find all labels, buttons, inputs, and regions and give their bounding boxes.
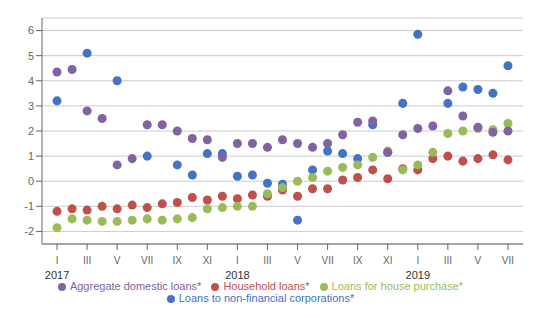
svg-text:2: 2 xyxy=(28,125,34,137)
svg-text:5: 5 xyxy=(28,50,34,62)
html-text:Loans to non-financial corpora: Loans to non-financial corporations* xyxy=(178,292,355,304)
svg-text:IX: IX xyxy=(353,255,363,266)
svg-text:VII: VII xyxy=(502,255,514,266)
svg-text:2018: 2018 xyxy=(225,269,249,281)
svg-text:VII: VII xyxy=(141,255,153,266)
svg-text:VII: VII xyxy=(321,255,333,266)
svg-text:4: 4 xyxy=(28,75,34,87)
svg-text:I: I xyxy=(56,255,59,266)
svg-text:6: 6 xyxy=(28,24,34,36)
svg-text:V: V xyxy=(475,255,482,266)
svg-text:I: I xyxy=(236,255,239,266)
svg-text:-1: -1 xyxy=(24,200,34,212)
html-text:Loans for house purchase*: Loans for house purchase* xyxy=(331,280,464,292)
svg-text:3: 3 xyxy=(28,100,34,112)
svg-text:0: 0 xyxy=(28,175,34,187)
svg-text:2017: 2017 xyxy=(45,269,69,281)
svg-text:1: 1 xyxy=(28,150,34,162)
html-text:Aggregate domestic loans*: Aggregate domestic loans* xyxy=(69,280,202,292)
svg-text:XI: XI xyxy=(383,255,392,266)
svg-text:III: III xyxy=(83,255,91,266)
svg-text:I: I xyxy=(416,255,419,266)
svg-text:XI: XI xyxy=(203,255,212,266)
svg-text:III: III xyxy=(263,255,271,266)
svg-text:IX: IX xyxy=(173,255,183,266)
svg-text:III: III xyxy=(444,255,452,266)
svg-text:2019: 2019 xyxy=(406,269,430,281)
svg-text:V: V xyxy=(114,255,121,266)
svg-text:-2: -2 xyxy=(24,225,34,237)
svg-text:V: V xyxy=(294,255,301,266)
html-text:Household loans*: Household loans* xyxy=(223,280,310,292)
